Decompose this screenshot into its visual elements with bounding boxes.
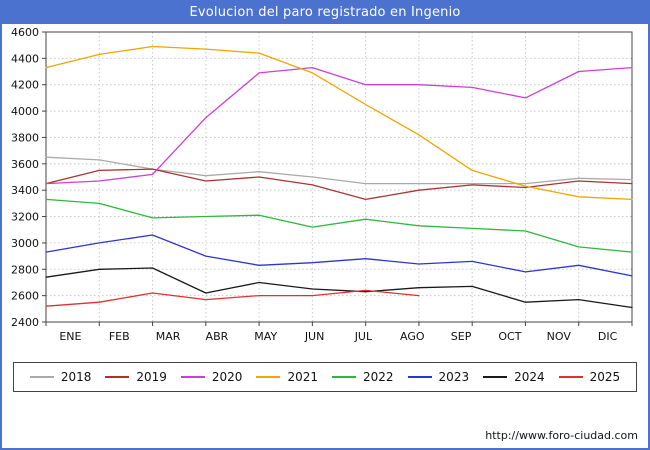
y-axis-label: 2600	[11, 290, 39, 303]
legend-label-2023: 2023	[438, 370, 470, 384]
x-axis-label: JUN	[304, 330, 325, 343]
legend-label-2019: 2019	[136, 370, 167, 384]
legend-swatch-2021	[256, 376, 281, 378]
legend-swatch-2022	[332, 376, 356, 378]
x-axis-label: MAR	[156, 330, 181, 343]
legend-item-2022: 2022	[332, 370, 394, 384]
y-axis-label: 3000	[11, 237, 39, 250]
x-axis-label: FEB	[109, 330, 130, 343]
legend-item-2018: 2018	[29, 370, 92, 384]
legend-label-2024: 2024	[514, 370, 545, 384]
x-axis-label: MAY	[254, 330, 277, 343]
y-axis-label: 2800	[11, 263, 39, 276]
plot-area: 2400 2600 2800 3000 3200 3400 3600 3800 4000 4200…	[2, 24, 648, 350]
series-line-2018	[45, 156, 633, 185]
legend-label-2018: 2018	[60, 370, 92, 384]
series-line-2022	[45, 198, 633, 253]
plot-border	[45, 31, 633, 323]
legend: 2018 2019 2020 2021 2022 2023 2024 2025	[12, 362, 638, 392]
y-axis-label: 3600	[11, 158, 39, 171]
legend-item-2025: 2025	[558, 370, 621, 384]
y-axis-label: 4000	[11, 105, 39, 118]
x-axis-label: JUL	[354, 330, 373, 343]
series-line-2019	[45, 168, 633, 201]
series-line-2021	[45, 45, 633, 201]
y-axis-label: 3800	[11, 131, 39, 144]
x-axis-label: OCT	[498, 330, 521, 343]
y-axis-label: 3400	[11, 184, 39, 197]
chart-title: Evolucion del paro registrado en Ingenio	[2, 2, 648, 24]
y-axis-label: 3200	[11, 211, 39, 224]
y-axis-label: 2400	[11, 316, 39, 329]
legend-swatch-2020	[180, 376, 205, 378]
legend-item-2021: 2021	[256, 370, 318, 384]
legend-swatch-2023	[407, 376, 432, 378]
legend-swatch-2019	[105, 376, 130, 378]
x-axis-label: ABR	[206, 330, 229, 343]
legend-swatch-2025	[558, 376, 583, 378]
y-axis-label: 4200	[11, 79, 39, 92]
legend-label-2025: 2025	[589, 370, 621, 384]
x-axis-label: ENE	[59, 330, 81, 343]
legend-label-2021: 2021	[287, 370, 318, 384]
legend-label-2020: 2020	[211, 370, 243, 384]
y-axis-label: 4600	[11, 26, 39, 39]
legend-swatch-2018	[29, 376, 54, 378]
series-line-2024	[45, 267, 633, 309]
footer-link[interactable]: http://www.foro-ciudad.com	[485, 429, 638, 442]
footer: http://www.foro-ciudad.com	[485, 429, 648, 448]
line-chart: 2400 2600 2800 3000 3200 3400 3600 3800 4000 4200…	[11, 26, 633, 343]
x-axis-label: AGO	[400, 330, 425, 343]
series-line-2023	[45, 234, 633, 277]
series-line-2025	[45, 289, 420, 307]
x-axis-label: NOV	[547, 330, 572, 343]
legend-swatch-2024	[483, 376, 508, 378]
legend-item-2020: 2020	[180, 370, 243, 384]
legend-item-2019: 2019	[105, 370, 167, 384]
legend-label-2022: 2022	[363, 370, 394, 384]
legend-item-2023: 2023	[407, 370, 470, 384]
x-axis-label: SEP	[451, 330, 472, 343]
x-axis-label: DIC	[598, 330, 618, 343]
series-line-2020	[45, 66, 633, 185]
legend-item-2024: 2024	[483, 370, 545, 384]
y-axis-label: 4400	[11, 52, 39, 65]
